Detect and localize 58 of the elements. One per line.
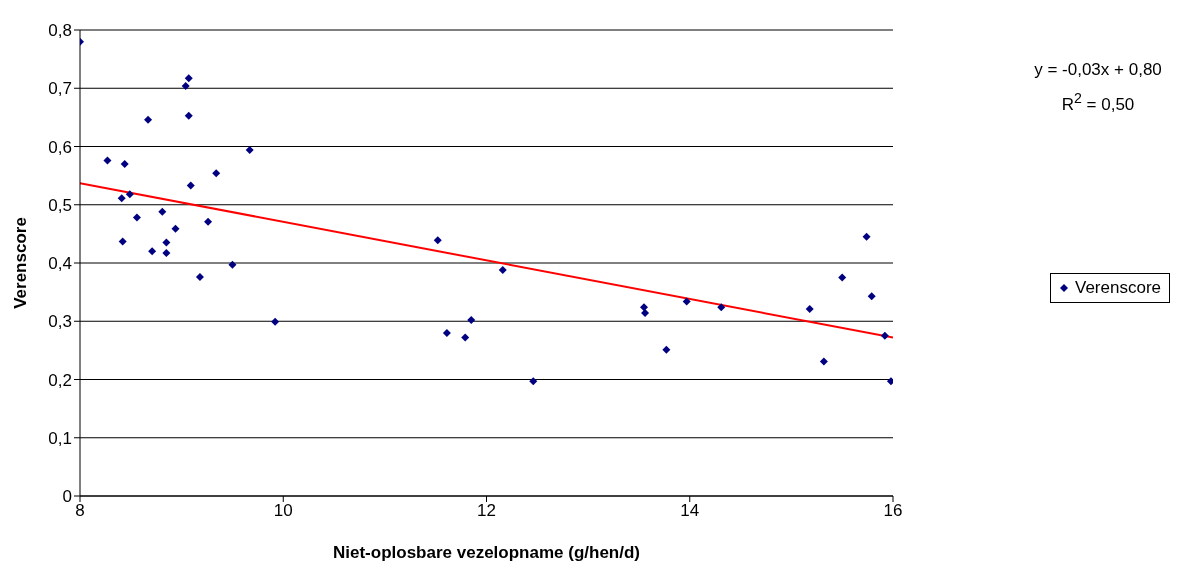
point	[805, 305, 814, 314]
point	[271, 317, 280, 326]
y-tick-label: 0,7	[48, 79, 72, 99]
point	[186, 181, 195, 190]
point	[641, 309, 650, 318]
point	[195, 272, 204, 281]
y-tick-label: 0,2	[48, 370, 72, 390]
y-tick-label: 0,8	[48, 21, 72, 41]
x-tick-label: 16	[883, 501, 903, 521]
x-tick-label: 12	[477, 501, 496, 521]
point	[838, 273, 847, 282]
point	[181, 81, 190, 90]
point	[442, 328, 451, 337]
point	[886, 377, 893, 386]
point	[148, 247, 157, 256]
y-tick-label: 0,4	[48, 254, 72, 274]
point	[117, 194, 126, 203]
y-axis-title: Verenscore	[11, 217, 31, 309]
point	[467, 316, 476, 325]
y-tick-label: 0	[62, 487, 72, 507]
point	[498, 265, 507, 274]
point	[184, 74, 193, 83]
y-tick-label: 0,3	[48, 312, 72, 332]
y-tick-label: 0,6	[48, 137, 72, 157]
point	[204, 217, 213, 226]
point	[158, 207, 167, 216]
equation-note: y = -0,03x + 0,80 R$^{2}$ = 0,50	[1033, 59, 1163, 116]
x-tick-label: 14	[680, 501, 700, 521]
point	[867, 292, 876, 301]
point	[682, 297, 691, 306]
point	[640, 303, 649, 312]
y-tick-label: 0,5	[48, 195, 72, 215]
x-tick-label: 10	[273, 501, 293, 521]
point	[228, 260, 237, 269]
point	[162, 249, 171, 258]
legend-label: Verenscore	[1075, 278, 1161, 298]
point	[171, 224, 180, 233]
point	[461, 333, 470, 342]
x-axis-title: Niet-oplosbare vezelopname (g/hen/d)	[333, 543, 640, 562]
point	[245, 146, 254, 154]
point	[184, 111, 193, 120]
x-tick-label: 8	[75, 501, 85, 521]
y-tick-label: 0,1	[48, 428, 72, 448]
point	[103, 156, 112, 165]
point	[118, 237, 127, 246]
point	[162, 238, 171, 247]
point	[212, 169, 221, 178]
point	[120, 159, 129, 168]
point	[433, 236, 442, 245]
point	[132, 213, 141, 222]
point	[717, 303, 726, 312]
point	[862, 232, 871, 241]
point	[662, 345, 671, 354]
point	[819, 357, 828, 366]
point	[125, 190, 134, 199]
point	[529, 377, 538, 386]
point	[880, 331, 889, 340]
point	[144, 115, 153, 124]
